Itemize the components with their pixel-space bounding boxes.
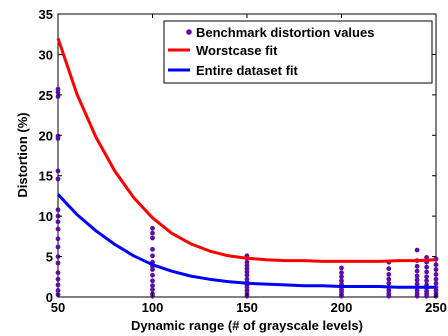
benchmark-point-71 — [414, 281, 420, 287]
legend-label-entire-dataset: Entire dataset fit — [196, 63, 299, 78]
benchmark-point-7 — [55, 244, 61, 250]
benchmark-point-5 — [55, 260, 61, 266]
benchmark-point-85 — [424, 269, 429, 275]
y-tick-label-30: 30 — [39, 47, 53, 62]
y-tick-label-20: 20 — [39, 128, 53, 143]
y-axis-title: Distortion (%) — [15, 112, 30, 197]
benchmark-point-30 — [150, 246, 155, 252]
benchmark-point-45 — [244, 259, 250, 265]
benchmark-point-75 — [414, 263, 420, 269]
benchmark-point-62 — [386, 280, 392, 286]
x-tick-label-150: 150 — [236, 300, 258, 315]
benchmark-point-33 — [150, 225, 155, 231]
benchmark-point-31 — [150, 235, 155, 241]
benchmark-point-56 — [339, 270, 344, 276]
legend-label-benchmark: Benchmark distortion values — [196, 25, 374, 40]
y-tick-label-25: 25 — [39, 88, 53, 103]
x-tick-label-100: 100 — [142, 300, 164, 315]
benchmark-point-8 — [55, 236, 61, 242]
y-tick-label-15: 15 — [39, 169, 53, 184]
benchmark-point-10 — [55, 219, 61, 225]
benchmark-point-84 — [424, 274, 429, 280]
benchmark-point-29 — [150, 253, 155, 259]
benchmark-point-14 — [55, 168, 61, 174]
benchmark-point-74 — [414, 268, 420, 274]
benchmark-point-93 — [433, 280, 439, 286]
y-tick-label-5: 5 — [46, 250, 53, 265]
legend: Benchmark distortion values Worstcase fi… — [163, 20, 433, 84]
benchmark-point-16 — [55, 133, 61, 139]
benchmark-point-1 — [55, 288, 61, 293]
benchmark-point-24 — [150, 278, 155, 284]
benchmark-point-95 — [433, 272, 439, 277]
benchmark-point-25 — [150, 272, 155, 278]
x-tick-label-200: 200 — [331, 300, 353, 315]
benchmark-point-19 — [55, 86, 61, 92]
benchmark-point-40 — [244, 276, 250, 282]
benchmark-point-64 — [386, 272, 392, 277]
benchmark-point-72 — [414, 277, 420, 283]
benchmark-point-55 — [339, 274, 344, 280]
benchmark-point-44 — [244, 263, 250, 268]
benchmark-point-13 — [55, 176, 61, 182]
y-tick-label-35: 35 — [39, 7, 53, 22]
benchmark-point-57 — [339, 265, 344, 271]
y-tick-label-0: 0 — [46, 290, 53, 305]
benchmark-point-2 — [55, 282, 61, 288]
benchmark-point-97 — [433, 262, 439, 268]
benchmark-point-65 — [386, 266, 392, 272]
benchmark-point-59 — [386, 291, 392, 297]
x-tick-label-250: 250 — [425, 300, 447, 315]
benchmark-point-96 — [433, 267, 439, 272]
legend-box — [163, 20, 433, 84]
benchmark-point-54 — [339, 278, 344, 284]
benchmark-point-88 — [424, 255, 429, 260]
entire-dataset-fit-line — [56, 193, 436, 289]
benchmark-point-22 — [150, 287, 155, 293]
benchmark-point-77 — [414, 247, 420, 253]
benchmark-point-68 — [414, 291, 420, 297]
benchmark-point-83 — [424, 278, 429, 284]
benchmark-point-41 — [244, 272, 250, 278]
benchmark-point-32 — [150, 230, 155, 236]
axes-layer: 50 100 150 200 250 0 5 10 15 20 25 30 35 — [39, 7, 447, 315]
benchmark-point-9 — [55, 226, 61, 232]
benchmark-point-86 — [424, 264, 429, 270]
benchmark-point-3 — [55, 276, 61, 282]
benchmark-point-12 — [55, 207, 61, 213]
benchmark-point-73 — [414, 273, 420, 279]
benchmark-point-94 — [433, 276, 439, 282]
benchmark-point-4 — [55, 270, 61, 276]
worstcase-fit-line — [56, 37, 437, 263]
legend-marker-benchmark — [186, 29, 192, 35]
y-tick-label-10: 10 — [39, 209, 53, 224]
x-axis-title: Dynamic range (# of grayscale levels) — [131, 318, 363, 333]
x-tick-label-50: 50 — [51, 300, 65, 315]
benchmark-point-63 — [386, 276, 392, 282]
benchmark-point-23 — [150, 283, 155, 289]
legend-label-worstcase: Worstcase fit — [196, 43, 278, 58]
